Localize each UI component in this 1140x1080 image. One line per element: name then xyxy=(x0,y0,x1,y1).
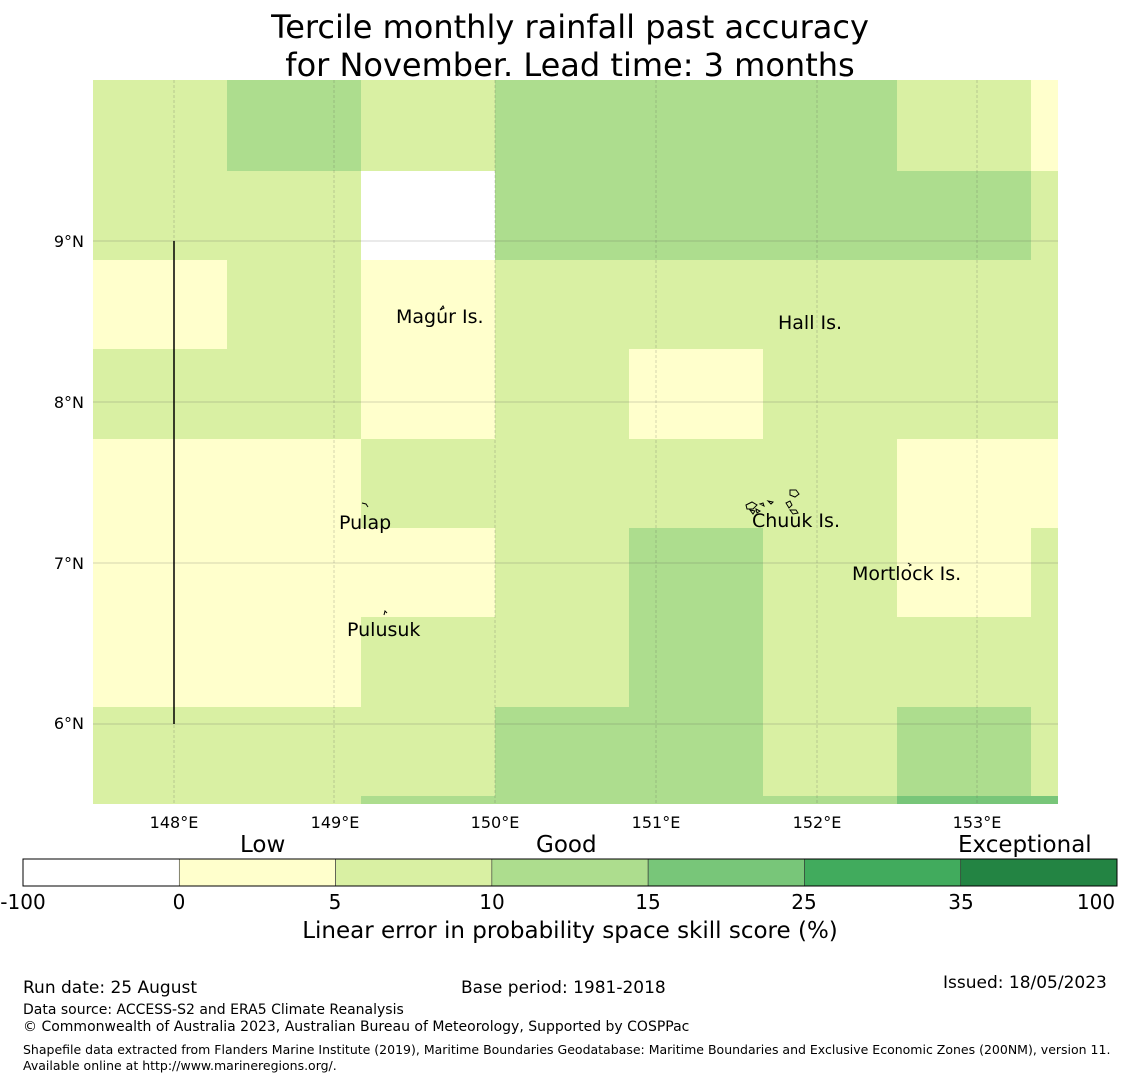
place-label-mortlock: Mortlock Is. xyxy=(852,563,961,585)
grid-cell xyxy=(763,617,1058,707)
grid-cell xyxy=(495,80,897,171)
colorbar-tick-label: 100 xyxy=(1076,890,1116,914)
issued-date: Issued: 18/05/2023 xyxy=(943,973,1107,993)
grid-cell xyxy=(227,80,361,171)
grid-cell xyxy=(1031,80,1058,171)
grid-cell xyxy=(93,439,361,528)
grid-cell xyxy=(227,260,361,349)
lat-tick-label: 6°N xyxy=(54,714,84,733)
magur-island-shape xyxy=(439,305,445,311)
grid-cell xyxy=(495,260,1058,349)
place-label-chuuk: Chuuk Is. xyxy=(752,510,840,532)
place-label-pulusuk: Pulusuk xyxy=(347,619,420,641)
grid-cell xyxy=(93,260,227,349)
lon-tick-label: 152°E xyxy=(793,813,842,830)
colorbar xyxy=(22,858,1118,887)
map-title-line-2: for November. Lead time: 3 months xyxy=(285,46,855,84)
grid-cell xyxy=(93,171,361,260)
grid-cell xyxy=(763,707,897,796)
base-period: Base period: 1981-2018 xyxy=(461,978,666,998)
copyright-notice: © Commonwealth of Australia 2023, Austra… xyxy=(23,1019,690,1035)
colorbar-swatch xyxy=(804,858,962,887)
place-label-magur: Magur Is. xyxy=(396,306,484,328)
lon-tick-label: 153°E xyxy=(953,813,1002,830)
lat-tick-label: 8°N xyxy=(54,393,84,412)
grid-cell xyxy=(897,528,1031,617)
grid-cell xyxy=(93,707,495,796)
grid-cell xyxy=(495,796,763,804)
run-date: Run date: 25 August xyxy=(23,978,197,998)
colorbar-category-exceptional: Exceptional xyxy=(958,832,1092,858)
lon-tick-label: 150°E xyxy=(471,813,520,830)
colorbar-tick-label: 15 xyxy=(635,890,661,914)
grid-cell xyxy=(361,171,495,260)
skill-grid-cells xyxy=(93,80,1058,804)
grid-cell xyxy=(1031,528,1058,617)
grid-cell xyxy=(897,796,1058,804)
lat-tick-label: 9°N xyxy=(54,232,84,251)
grid-cell xyxy=(495,528,629,617)
grid-cell xyxy=(763,349,1058,439)
grid-cell xyxy=(93,80,227,171)
colorbar-swatch xyxy=(22,858,180,887)
grid-cell xyxy=(897,80,1031,171)
colorbar-category-good: Good xyxy=(536,832,597,858)
lon-tick-label: 149°E xyxy=(311,813,360,830)
mortlock-island-shape xyxy=(907,562,912,567)
pulap-island-shape xyxy=(361,502,369,508)
map-title-line-1: Tercile monthly rainfall past accuracy xyxy=(271,8,869,46)
latitude-tick-labels: 9°N 8°N 7°N 6°N xyxy=(54,232,84,733)
place-labels: Magur Is. Hall Is. Pulap Chuuk Is. Mortl… xyxy=(339,306,961,641)
grid-cell xyxy=(495,349,629,439)
colorbar-tick-label: -100 xyxy=(0,890,46,914)
graticule xyxy=(93,80,1058,804)
grid-cell xyxy=(763,796,897,804)
grid-cell xyxy=(361,80,495,171)
grid-cell xyxy=(361,439,897,528)
place-label-hall: Hall Is. xyxy=(778,312,842,334)
colorbar-tick-label: 10 xyxy=(479,890,505,914)
skill-map: Magur Is. Hall Is. Pulap Chuuk Is. Mortl… xyxy=(54,80,1058,830)
colorbar-frame xyxy=(22,858,1118,887)
grid-cell xyxy=(763,528,897,617)
lon-tick-label: 151°E xyxy=(632,813,681,830)
grid-cell xyxy=(629,349,763,439)
lat-tick-label: 7°N xyxy=(54,554,84,573)
grid-cell xyxy=(629,528,763,617)
longitude-tick-labels: 148°E 149°E 150°E 151°E 152°E 153°E xyxy=(150,813,1002,830)
grid-cell xyxy=(361,260,495,349)
colorbar-swatch xyxy=(335,858,493,887)
colorbar-tick-label: 5 xyxy=(328,890,342,914)
colorbar-label: Linear error in probability space skill … xyxy=(302,918,838,944)
grid-cell xyxy=(1031,171,1058,260)
grid-cell xyxy=(93,617,361,707)
colorbar-swatch xyxy=(178,858,336,887)
grid-cell xyxy=(495,707,763,796)
colorbar-swatch xyxy=(491,858,649,887)
grid-cell xyxy=(93,796,361,804)
colorbar-tick-label: 25 xyxy=(791,890,817,914)
colorbar-category-low: Low xyxy=(240,832,286,858)
grid-cell xyxy=(629,617,763,707)
pulusuk-island-shape xyxy=(383,610,388,616)
colorbar-tick-label: 0 xyxy=(172,890,186,914)
data-source: Data source: ACCESS-S2 and ERA5 Climate … xyxy=(23,1002,404,1018)
island-outlines xyxy=(361,305,912,616)
grid-cell xyxy=(1031,707,1058,796)
grid-cell xyxy=(93,349,361,439)
grid-cell xyxy=(361,349,495,439)
grid-cell xyxy=(897,707,1031,796)
shapefile-credit: Shapefile data extracted from Flanders M… xyxy=(23,1042,1111,1073)
chuuk-lagoon-shape xyxy=(745,489,800,515)
colorbar-tick-label: 35 xyxy=(948,890,974,914)
lon-tick-label: 148°E xyxy=(150,813,199,830)
colorbar-swatch xyxy=(647,858,805,887)
grid-cell xyxy=(897,439,1058,528)
place-label-pulap: Pulap xyxy=(339,512,391,534)
colorbar-swatch xyxy=(960,858,1118,887)
grid-cell xyxy=(93,528,495,617)
grid-cell xyxy=(495,171,1031,260)
grid-cell xyxy=(361,796,495,804)
